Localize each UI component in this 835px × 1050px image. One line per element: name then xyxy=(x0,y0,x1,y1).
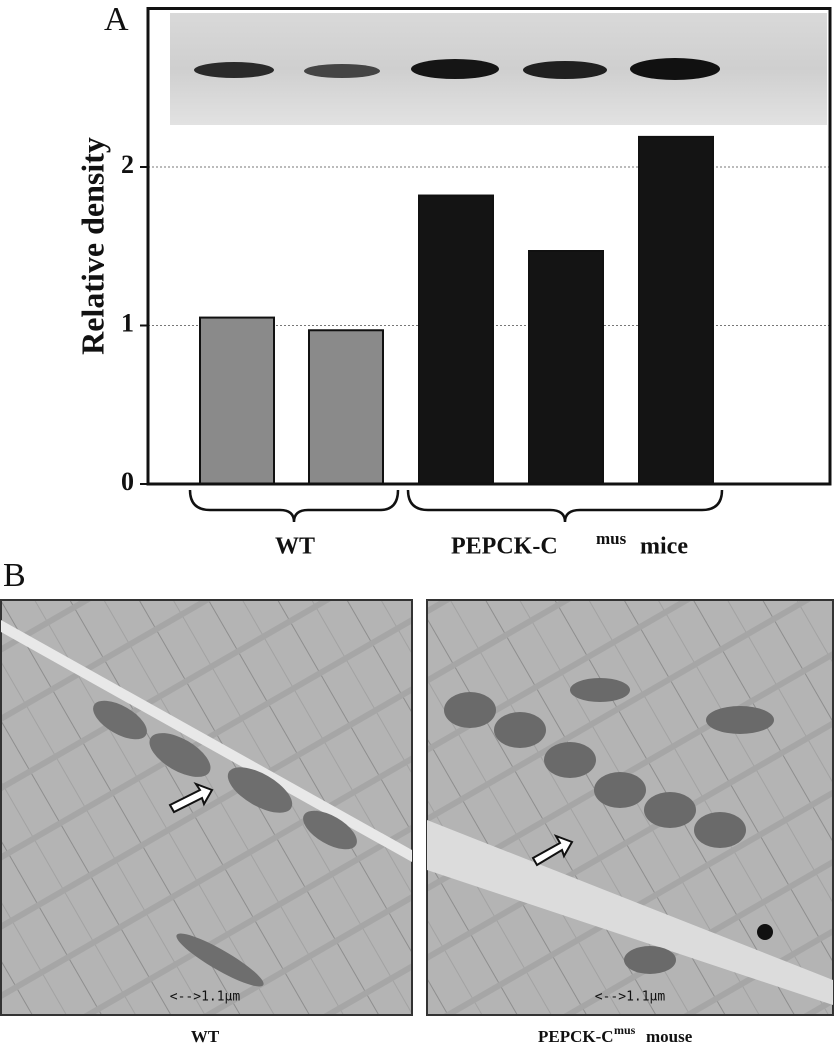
scale-label: <-->1.1µm xyxy=(595,990,666,1005)
y-tick-label: 0 xyxy=(121,467,134,496)
bar xyxy=(308,329,384,485)
panel-label: B xyxy=(3,557,26,594)
blot-image xyxy=(170,13,827,125)
y-tick-label: 2 xyxy=(121,150,134,179)
group-bracket xyxy=(188,489,400,523)
micrograph-caption: PEPCK-C xyxy=(538,1027,614,1046)
micrograph-caption-superscript: mus xyxy=(614,1023,636,1037)
micrograph xyxy=(0,599,413,1016)
bar xyxy=(638,135,714,485)
group-label: WT xyxy=(275,534,315,560)
panel-label: A xyxy=(104,1,129,38)
bar xyxy=(418,194,494,485)
group-label-superscript: mus xyxy=(596,529,627,548)
bar xyxy=(199,316,275,486)
micrograph-caption: WT xyxy=(191,1027,220,1046)
group-label: PEPCK-C xyxy=(451,534,558,560)
bar xyxy=(528,250,604,485)
plot-frame xyxy=(146,7,832,486)
group-bracket xyxy=(406,489,724,523)
scale-label: <-->1.1µm xyxy=(170,990,241,1005)
group-label: mice xyxy=(640,534,688,560)
y-tick-label: 1 xyxy=(121,308,134,337)
y-axis-label: Relative density xyxy=(74,137,110,355)
micrograph-caption: mouse xyxy=(646,1027,693,1046)
micrograph xyxy=(426,599,834,1016)
